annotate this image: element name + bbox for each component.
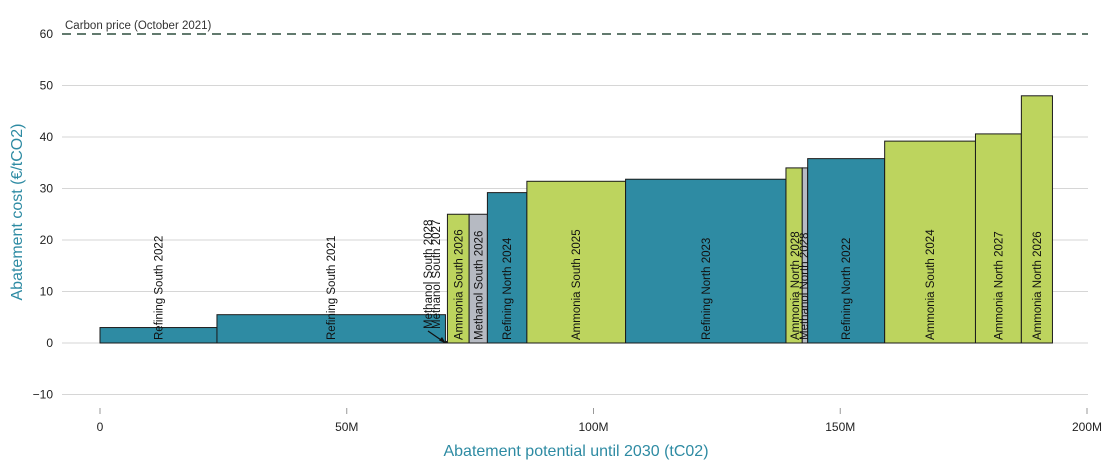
- bar-label: Methanol South 2027: [431, 220, 443, 329]
- x-tick-label: 50M: [335, 420, 358, 434]
- bar-ammonia-south-2024: [884, 140, 976, 344]
- y-axis-title: Abatement cost (€/tCO2): [9, 124, 26, 301]
- bar-ammonia-north-2026: [1020, 95, 1053, 344]
- y-tick-label: 10: [40, 285, 54, 299]
- bar-label: Ammonia North 2026: [1032, 231, 1044, 340]
- y-tick-label: 50: [40, 79, 54, 93]
- x-axis-ticks: 0 50M 100M 150M 200M: [97, 408, 1102, 434]
- bar-label: Refining North 2022: [841, 238, 853, 340]
- bar-label: Ammonia North 2028: [790, 231, 802, 340]
- bar-label: Ammonia South 2026: [453, 229, 465, 340]
- y-tick-label: 60: [40, 27, 54, 41]
- bar-label: Methanol South 2028: [423, 220, 435, 329]
- x-axis-title: Abatement potential until 2030 (tC02): [443, 443, 708, 460]
- bar-refining-north-2024: [486, 192, 528, 344]
- bar-label: Ammonia South 2025: [571, 229, 583, 340]
- bar-label: Methanol North 2028: [799, 233, 811, 340]
- bar-label: Refining South 2021: [326, 236, 338, 340]
- y-axis-ticks: −10 0 10 20 30 40 50 60: [33, 27, 54, 402]
- bar-label: Refining North 2023: [701, 238, 713, 340]
- arrow-head-icon: [439, 337, 446, 344]
- y-tick-label: 40: [40, 130, 54, 144]
- y-tick-label: −10: [33, 388, 54, 402]
- x-tick-label: 150M: [825, 420, 855, 434]
- y-tick-label: 0: [46, 336, 53, 350]
- bar-label: Ammonia South 2024: [925, 229, 937, 340]
- carbon-price-label: Carbon price (October 2021): [65, 20, 212, 32]
- x-tick-label: 200M: [1072, 420, 1102, 434]
- carbon-price-reference: Carbon price (October 2021): [62, 20, 1088, 35]
- bar-label: Ammonia North 2027: [993, 231, 1005, 340]
- y-tick-label: 30: [40, 182, 54, 196]
- x-tick-label: 0: [97, 420, 104, 434]
- bar-label: Refining North 2024: [502, 237, 514, 340]
- bar-refining-north-2023: [625, 178, 787, 344]
- x-tick-label: 100M: [578, 420, 608, 434]
- y-tick-label: 20: [40, 233, 54, 247]
- bar-refining-north-2022: [807, 158, 886, 344]
- bar-ammonia-south-2025: [526, 180, 627, 344]
- bars: [99, 95, 1053, 344]
- bar-labels: Refining South 2022 Refining South 2021 Me…: [153, 220, 1044, 344]
- bar-refining-south-2021: [216, 314, 446, 344]
- bar-ammonia-north-2027: [974, 133, 1022, 344]
- bar-label: Methanol South 2026: [473, 231, 485, 340]
- bar-label: Refining South 2022: [153, 236, 165, 340]
